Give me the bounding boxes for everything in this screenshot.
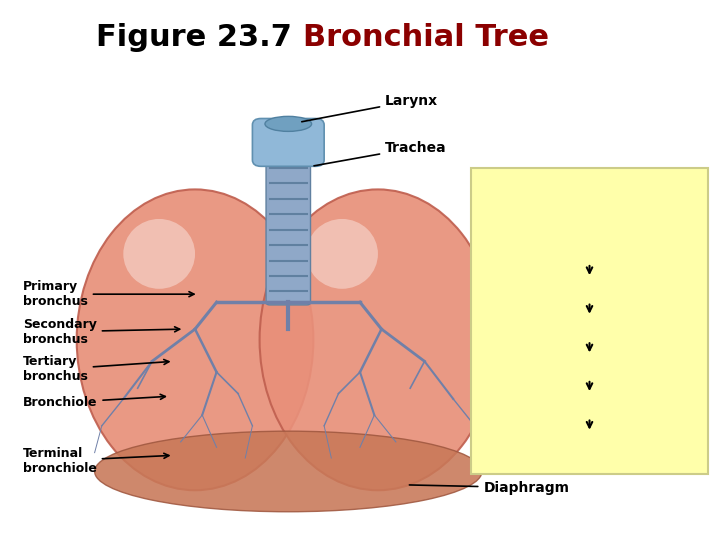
Ellipse shape bbox=[94, 431, 482, 512]
Text: Bronchial Tree: Bronchial Tree bbox=[302, 23, 549, 52]
Text: Terminal
bronchiole: Terminal bronchiole bbox=[23, 447, 169, 475]
FancyBboxPatch shape bbox=[253, 118, 324, 166]
Text: Secondary bronchi: Secondary bronchi bbox=[524, 322, 655, 335]
Text: Secondary
bronchus: Secondary bronchus bbox=[23, 318, 179, 346]
Text: Tertiary
bronchus: Tertiary bronchus bbox=[23, 355, 169, 383]
Text: BRONCHIAL TREE: BRONCHIAL TREE bbox=[528, 206, 650, 219]
Text: Bronchioles: Bronchioles bbox=[549, 399, 631, 412]
Text: Primary
bronchus: Primary bronchus bbox=[23, 280, 194, 308]
Ellipse shape bbox=[123, 219, 195, 289]
Text: Trachea: Trachea bbox=[314, 140, 446, 166]
FancyBboxPatch shape bbox=[266, 154, 310, 305]
Ellipse shape bbox=[306, 219, 378, 289]
Text: Larynx: Larynx bbox=[302, 94, 438, 122]
Text: BRANCHING OF: BRANCHING OF bbox=[536, 179, 643, 192]
Text: Terminal bronchioles: Terminal bronchioles bbox=[516, 438, 662, 451]
FancyBboxPatch shape bbox=[471, 168, 708, 474]
Text: Primary bronchi: Primary bronchi bbox=[534, 284, 646, 296]
Text: Tertiary bronchi: Tertiary bronchi bbox=[534, 361, 645, 374]
Text: Diaphragm: Diaphragm bbox=[410, 481, 570, 495]
Ellipse shape bbox=[77, 190, 313, 490]
Text: Figure 23.7: Figure 23.7 bbox=[96, 23, 302, 52]
Ellipse shape bbox=[260, 190, 496, 490]
Text: Trachea: Trachea bbox=[562, 245, 617, 258]
Ellipse shape bbox=[265, 116, 312, 131]
Text: Bronchiole: Bronchiole bbox=[23, 394, 166, 409]
